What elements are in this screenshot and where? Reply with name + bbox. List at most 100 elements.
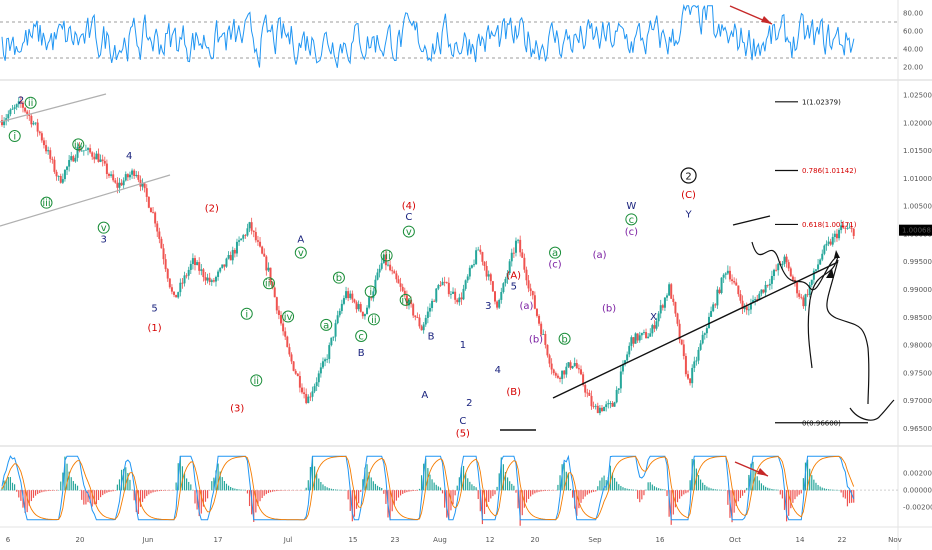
candle-body [668,284,671,296]
rsi-scale[interactable]: 80.00 60.00 40.00 20.00 [903,10,923,72]
oscillator-bar [582,490,584,500]
projection-path-c[interactable] [826,259,870,405]
candle-body [147,196,150,208]
oscillator-bar [634,489,637,491]
candle-body [569,362,572,369]
upper-channel-line[interactable] [0,93,107,123]
candle-body [852,228,855,236]
candle-body [731,279,734,281]
candle-body [630,337,633,346]
projection-path-d[interactable] [849,399,895,421]
oscillator-bar [830,489,832,491]
rsi-pane[interactable]: 80.00 60.00 40.00 20.00 [0,3,923,72]
wave-label: 5 [151,304,157,315]
candle-body [124,174,127,181]
oscillator-scale[interactable]: 0.00200 0.00000 -0.00200 [903,470,932,512]
candle-body [445,281,448,283]
rising-support-line[interactable] [552,261,839,399]
oscillator-bar [853,490,855,503]
oscillator-bar [66,463,68,491]
candle-body [812,270,815,280]
candle-body [177,292,180,298]
candle-body [819,259,822,265]
candle-body [160,238,163,249]
oscillator-bar [41,490,43,493]
wave-label: A [297,234,304,245]
candle-body [710,311,713,317]
candle-body [181,282,184,284]
oscillator-bar [653,486,656,491]
lower-channel-line[interactable] [0,174,171,227]
wave-label-ring [680,167,697,184]
wave-label: (5) [456,429,470,440]
oscillator-bar [647,482,649,491]
candle-body [271,282,274,288]
oscillator-bar [462,465,465,491]
time-tick-label: 23 [391,536,400,544]
candle-body [796,281,799,294]
oscillator-bar [83,490,85,505]
candle-body [55,171,58,177]
oscillator-bar [607,477,609,491]
oscillator-bar [844,490,846,499]
candle-body [158,231,161,239]
oscillator-bar [441,490,444,494]
fibonacci-levels[interactable]: 1(1.02379) 0.786(1.01142) 0.618(1.00171) 0(… [775,98,868,427]
oscillator-bar [213,477,215,491]
oscillator-bar [527,490,530,499]
candle-body [307,396,310,404]
candle-body [775,269,778,271]
oscillator-bar [5,479,7,491]
top-resistance-line[interactable] [732,215,771,226]
candle-body [617,388,620,391]
candle-body [833,233,836,237]
candle-body [439,285,442,286]
oscillator-bar [70,477,72,491]
oscillator-bar [655,487,658,491]
wave-label: C [459,416,466,427]
candle-body [372,291,375,299]
candle-body [349,293,352,299]
candle-body [114,180,117,183]
price-pane[interactable]: 1.02500 1.02000 1.01500 1.01000 1.00500 1.000… [0,92,932,440]
oscillator-bar [253,490,255,522]
candle-body [74,157,77,162]
candle-body [275,297,278,311]
candle-body [149,207,152,213]
candle-body [689,378,692,384]
oscillator-bar [255,490,257,513]
candle-body [447,282,450,295]
oscillator-bar [13,484,16,491]
oscillator-bar [272,490,274,492]
candle-body [552,369,555,374]
oscillator-bar [800,490,802,494]
oscillator-bar [806,459,809,491]
candle-body [607,403,610,405]
candle-body [15,104,18,108]
candle-body [651,325,654,334]
price-scale[interactable]: 1.02500 1.02000 1.01500 1.01000 1.00500 1.000… [903,92,932,433]
price-tick-label: 0.96500 [903,425,932,433]
candle-body [238,240,241,242]
oscillator-bar [475,487,477,491]
oscillator-bar [827,489,830,491]
wave-label: (a) [519,301,533,312]
time-scale[interactable]: 6 20 Jun 17 Jul 15 23 Aug 12 20 Sep 16 Oct 14 22 Nov [6,536,902,544]
oscillator-pane[interactable]: 0.00200 0.00000 -0.00200 [0,454,932,526]
oscillator-bar [618,484,620,491]
candle-body [84,149,87,151]
candle-body [51,158,54,160]
candle-body [313,386,316,392]
wave-label: i [245,309,248,320]
candle-body [842,225,845,228]
oscillator-bar [358,490,360,504]
oscillator-bar [626,488,628,491]
oscillator-bar [779,490,781,495]
oscillator-bar [624,488,626,491]
candle-body [724,273,727,275]
candle-body [393,271,396,274]
wave-label: b [561,334,567,345]
projection-path-a[interactable] [751,241,839,291]
candle-body [206,277,209,281]
candle-body [223,264,226,267]
